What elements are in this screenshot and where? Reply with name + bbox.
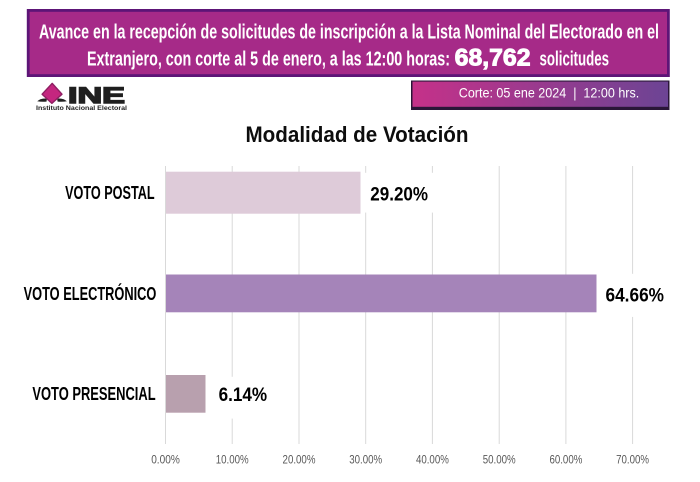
svg-text:29.20%: 29.20% [370, 184, 428, 205]
svg-text:Corte: 05 ene 2024 | 12:00 h: Corte: 05 ene 2024 | 12:00 hrs. [459, 85, 640, 101]
svg-text:40.00%: 40.00% [416, 453, 449, 467]
svg-text:60.00%: 60.00% [549, 453, 582, 467]
svg-text:Instituto Nacional Electoral: Instituto Nacional Electoral [36, 105, 127, 112]
svg-text:solicitudes: solicitudes [540, 49, 610, 71]
svg-text:Avance en la recepción de soli: Avance en la recepción de solicitudes de… [39, 21, 659, 43]
svg-text:64.66%: 64.66% [606, 286, 665, 307]
svg-text:50.00%: 50.00% [483, 453, 516, 467]
svg-text:Modalidad de Votación: Modalidad de Votación [246, 122, 469, 147]
svg-text:68,762: 68,762 [455, 45, 531, 72]
svg-text:20.00%: 20.00% [283, 453, 316, 467]
svg-text:10.00%: 10.00% [216, 453, 249, 467]
svg-text:0.00%: 0.00% [151, 453, 180, 467]
svg-text:30.00%: 30.00% [349, 453, 382, 467]
svg-text:70.00%: 70.00% [616, 453, 649, 467]
svg-text:VOTO ELECTRÓNICO: VOTO ELECTRÓNICO [24, 283, 157, 304]
svg-text:INE: INE [68, 83, 125, 108]
svg-text:VOTO POSTAL: VOTO POSTAL [65, 182, 155, 203]
svg-text:VOTO PRESENCIAL: VOTO PRESENCIAL [32, 383, 155, 404]
svg-text:Extranjero, con corte al 5 de: Extranjero, con corte al 5 de enero, a l… [87, 49, 450, 71]
svg-text:6.14%: 6.14% [219, 385, 268, 406]
